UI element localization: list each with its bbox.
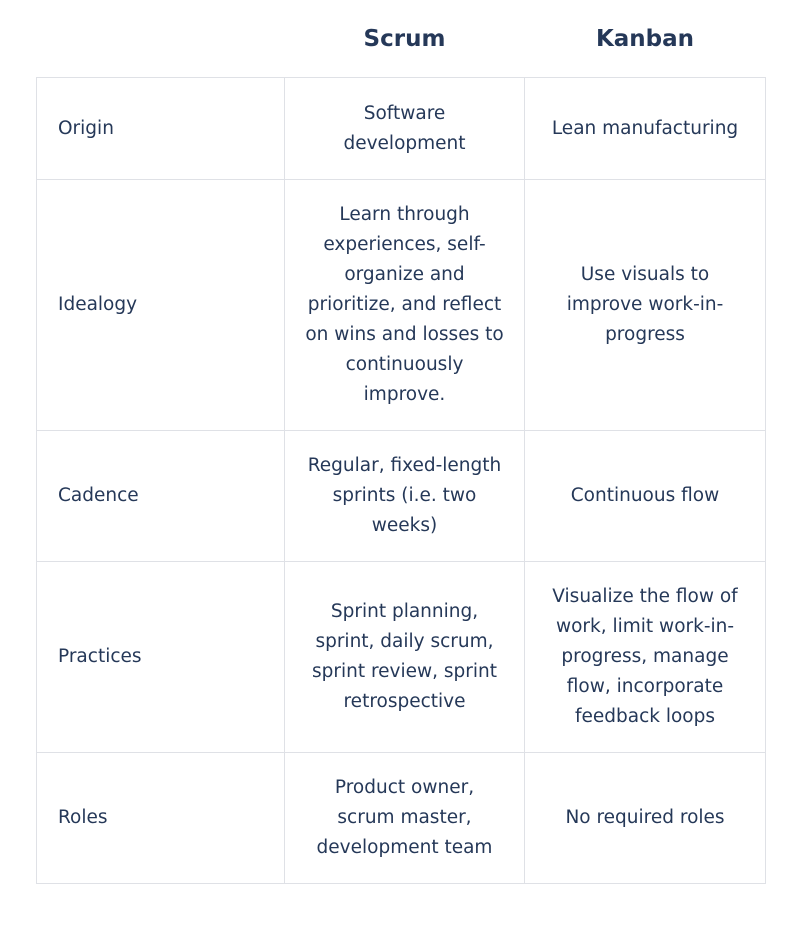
row-label-origin: Origin <box>36 77 285 180</box>
table-row: Practices Sprint planning, sprint, daily… <box>36 561 766 753</box>
table-row: Cadence Regular, fixed-length sprints (i… <box>36 430 766 562</box>
comparison-table: Scrum Kanban Origin Software development… <box>36 0 766 884</box>
table-header: Scrum Kanban <box>37 0 766 78</box>
kanban-roles: No required roles <box>524 752 766 884</box>
scrum-roles: Product owner, scrum master, development… <box>284 752 525 884</box>
table-row: Idealogy Learn through experiences, self… <box>36 179 766 431</box>
kanban-origin: Lean manufacturing <box>524 77 766 180</box>
row-label-roles: Roles <box>36 752 285 884</box>
row-label-practices: Practices <box>36 561 285 753</box>
scrum-cadence: Regular, fixed-length sprints (i.e. two … <box>284 430 525 562</box>
table-row: Origin Software development Lean manufac… <box>36 77 766 180</box>
kanban-practices: Visualize the flow of work, limit work-i… <box>524 561 766 753</box>
table-body: Origin Software development Lean manufac… <box>36 77 766 884</box>
row-label-ideology: Idealogy <box>36 179 285 431</box>
header-kanban: Kanban <box>595 25 695 52</box>
header-empty-cell <box>37 0 285 78</box>
scrum-practices: Sprint planning, sprint, daily scrum, sp… <box>284 561 525 753</box>
table-row: Roles Product owner, scrum master, devel… <box>36 752 766 884</box>
header-scrum: Scrum <box>363 25 446 52</box>
kanban-ideology: Use visuals to improve work-in-progress <box>524 179 766 431</box>
scrum-origin: Software development <box>284 77 525 180</box>
kanban-cadence: Continuous flow <box>524 430 766 562</box>
header-row: Scrum Kanban <box>37 0 766 78</box>
row-label-cadence: Cadence <box>36 430 285 562</box>
scrum-ideology: Learn through experiences, self-organize… <box>284 179 525 431</box>
